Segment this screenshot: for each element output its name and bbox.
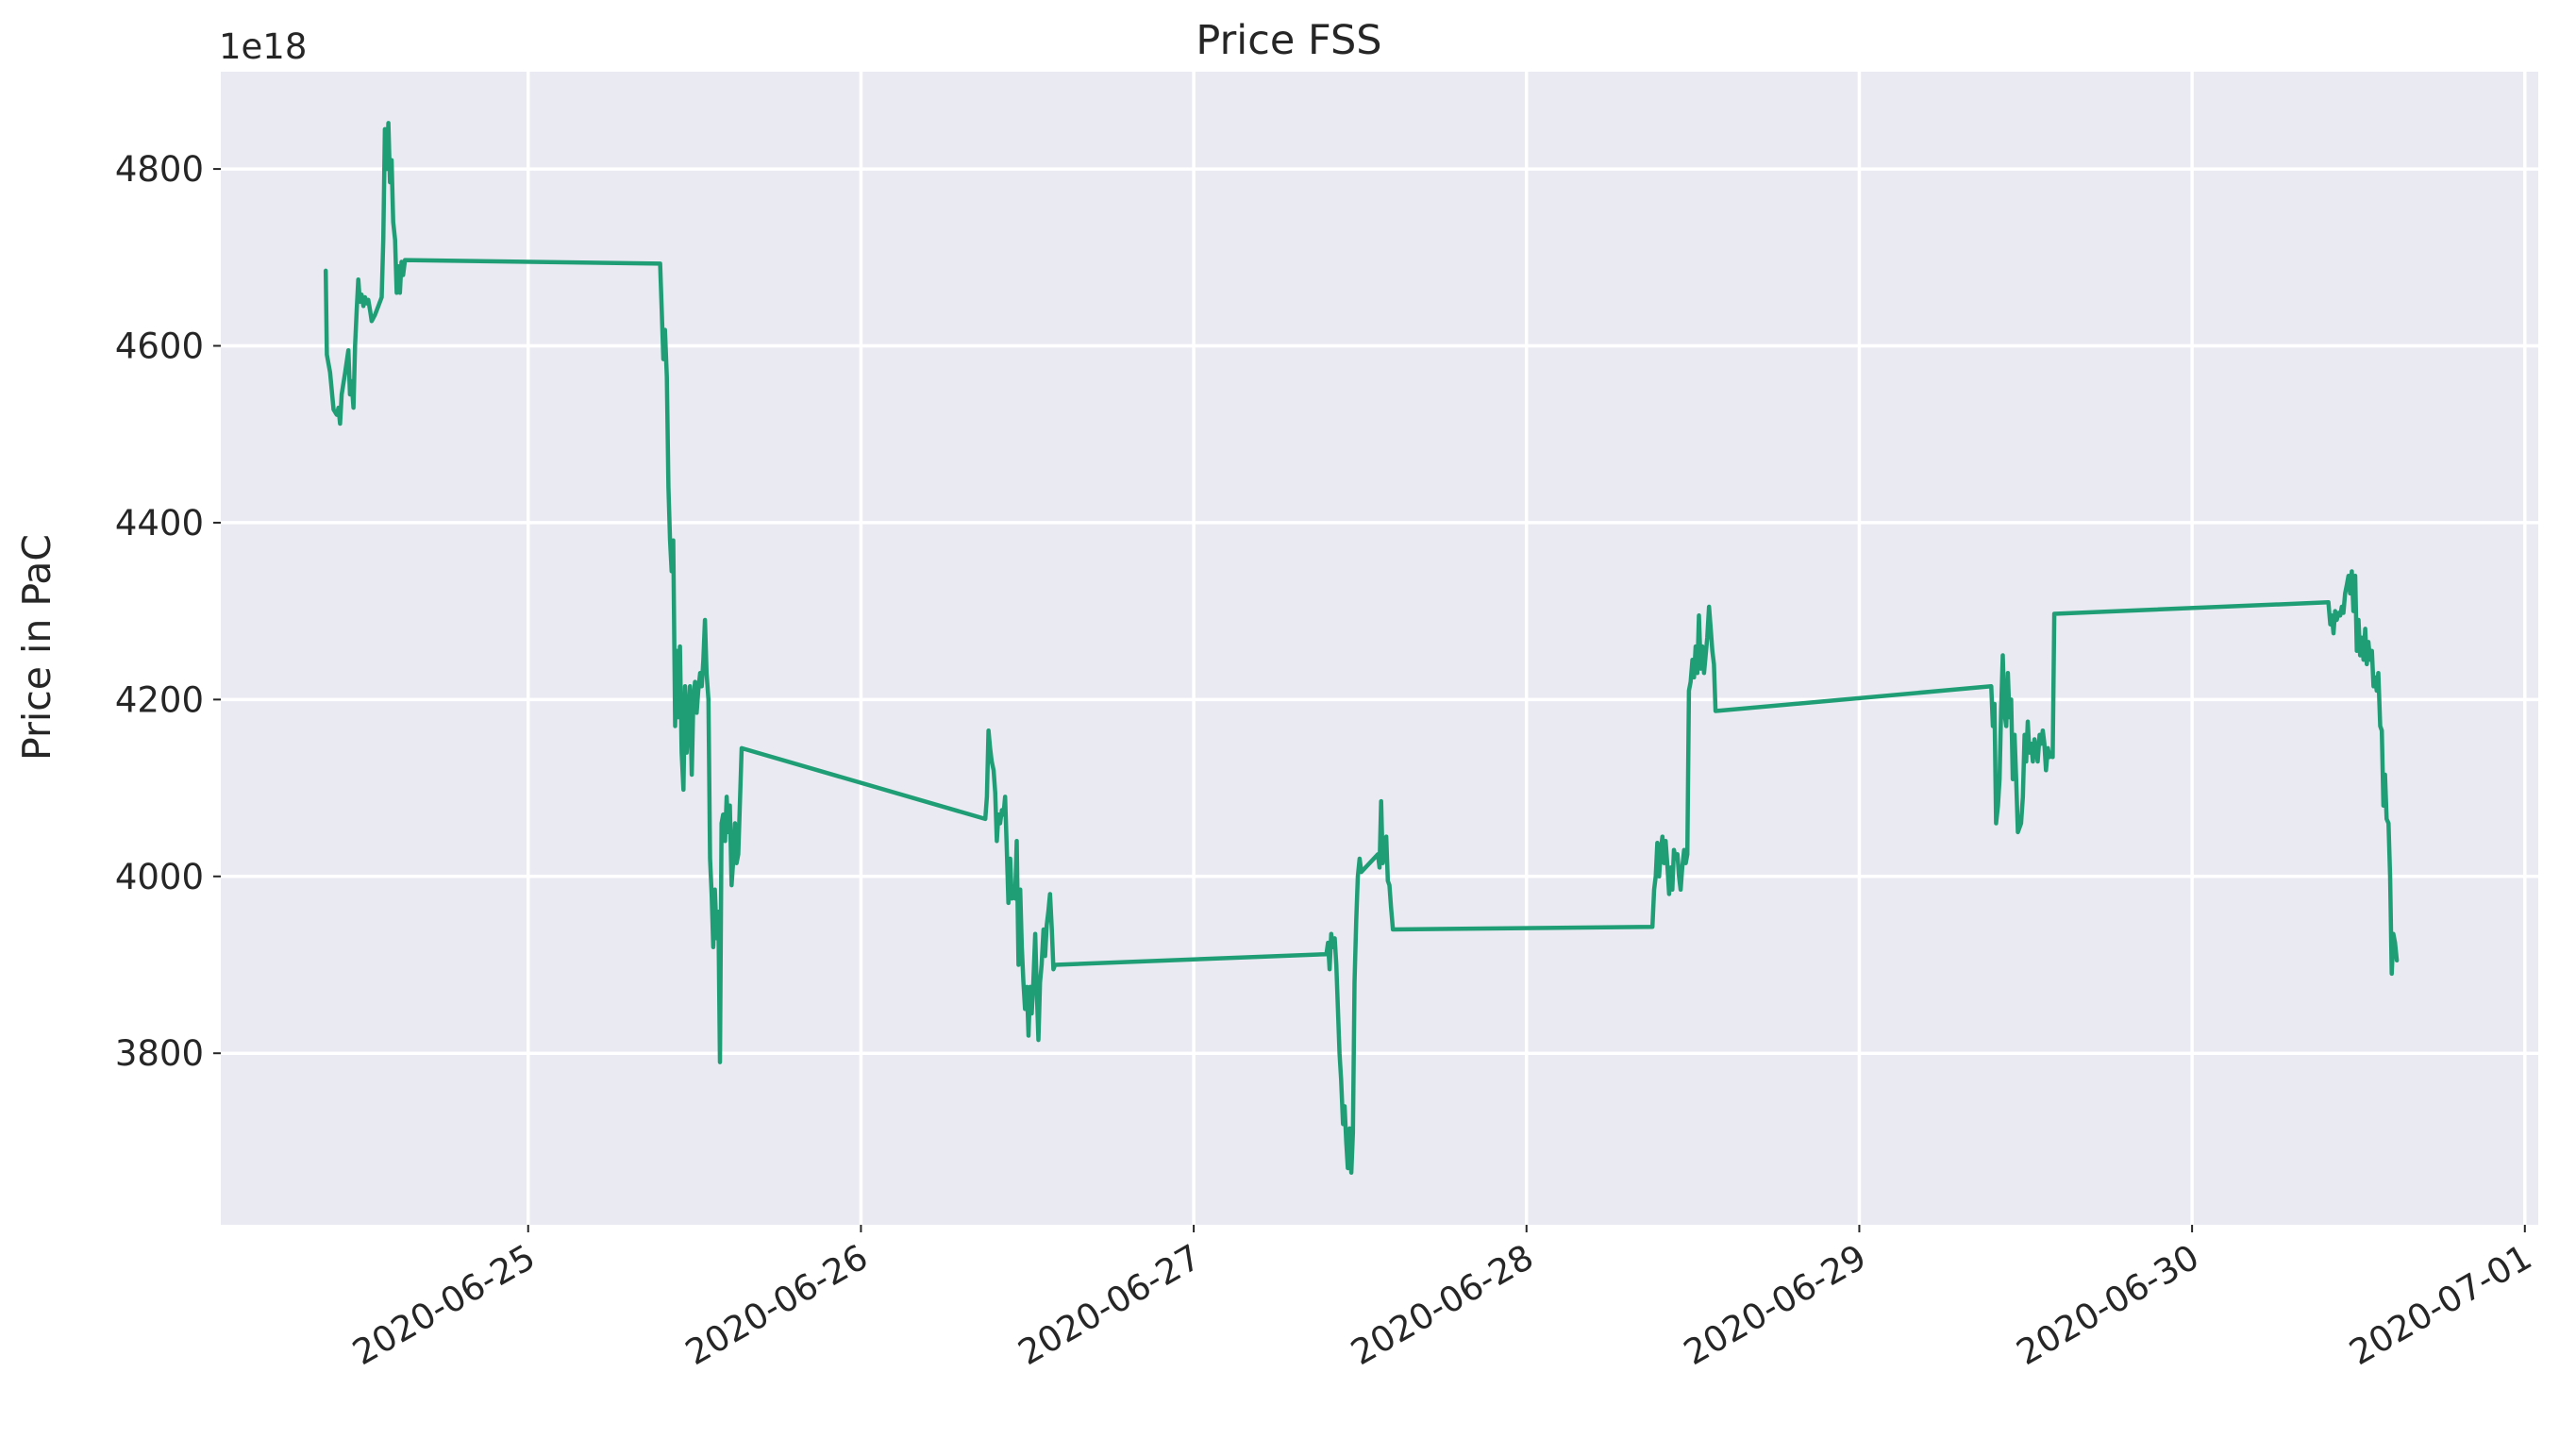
y-tick-label: 4000 [115,857,204,897]
y-tick-labels: 3800 4000 4200 4400 4600 4800 [115,149,221,1074]
y-tick-label: 4400 [115,503,204,544]
gridlines [221,72,2538,1225]
chart-title: Price FSS [1196,17,1381,64]
y-axis-label: Price in PaC [14,534,59,761]
y-tick-label: 4200 [115,679,204,720]
y-tick-label: 3800 [115,1033,204,1074]
y-tick-label: 4800 [115,149,204,190]
y-scale-offset-label: 1e18 [219,26,307,67]
price-line [323,121,2400,1175]
y-tick-label: 4600 [115,326,204,367]
